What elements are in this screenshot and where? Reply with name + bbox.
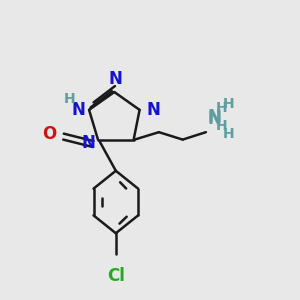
Text: N: N	[81, 134, 95, 152]
Text: H: H	[215, 101, 227, 116]
Text: H: H	[64, 92, 75, 106]
Text: O: O	[42, 125, 56, 143]
Text: H: H	[223, 97, 234, 111]
Text: N: N	[72, 101, 86, 119]
Text: N: N	[146, 101, 160, 119]
Text: Cl: Cl	[107, 267, 125, 285]
Text: H: H	[223, 127, 234, 141]
Text: H: H	[215, 118, 227, 133]
Text: N: N	[208, 110, 222, 128]
Text: N: N	[208, 108, 222, 126]
Text: N: N	[108, 70, 122, 88]
